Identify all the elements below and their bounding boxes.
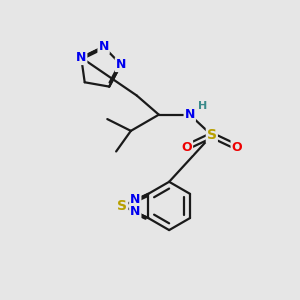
Text: S: S (117, 199, 127, 213)
Text: N: N (116, 58, 126, 71)
Text: O: O (232, 141, 242, 154)
Text: N: N (98, 40, 109, 53)
Text: N: N (130, 194, 140, 206)
Text: S: S (207, 128, 217, 142)
Text: N: N (184, 108, 195, 121)
Text: O: O (182, 141, 192, 154)
Text: N: N (76, 51, 86, 64)
Text: H: H (198, 101, 207, 111)
Text: N: N (130, 206, 140, 218)
